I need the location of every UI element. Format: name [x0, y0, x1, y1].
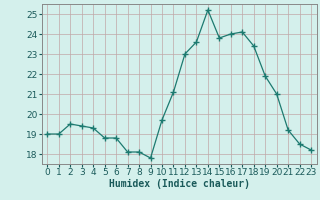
X-axis label: Humidex (Indice chaleur): Humidex (Indice chaleur) [109, 179, 250, 189]
